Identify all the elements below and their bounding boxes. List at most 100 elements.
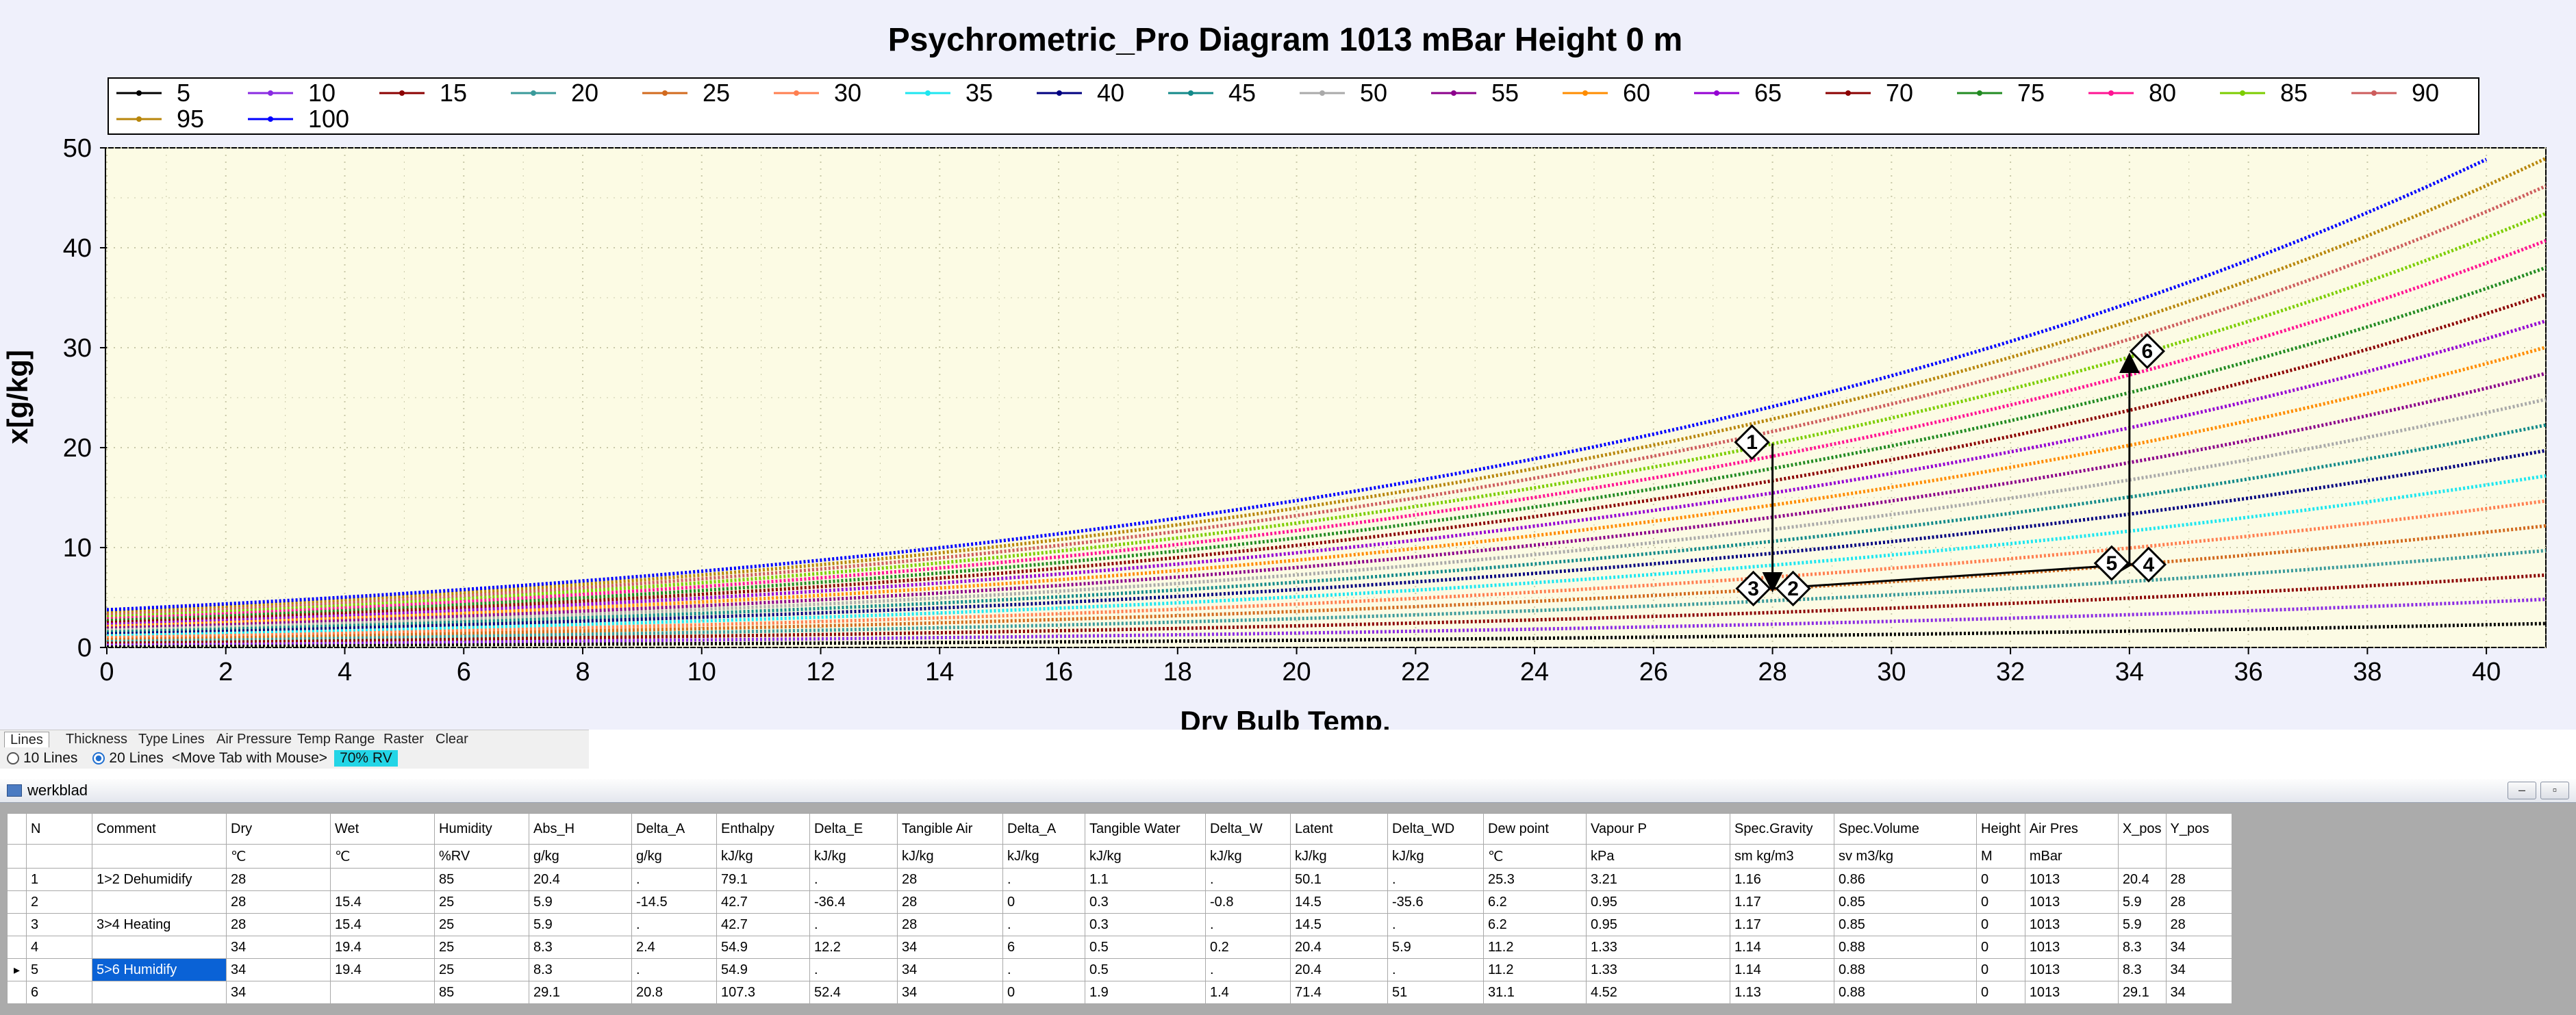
table-cell[interactable]: 4: [26, 936, 92, 959]
tab-raster[interactable]: Raster: [383, 732, 424, 747]
table-cell[interactable]: 28: [2165, 868, 2232, 891]
table-cell[interactable]: 4.52: [1586, 981, 1730, 1004]
table-row[interactable]: 1 1>2 Dehumidify 28 85 20.4. 79.1. 28. 1.1. 50.1…: [7, 868, 2232, 891]
radio-10-lines[interactable]: [7, 752, 19, 765]
table-cell[interactable]: 3: [26, 913, 92, 936]
table-cell[interactable]: 1.4: [1205, 981, 1291, 1004]
table-cell[interactable]: 0.88: [1834, 981, 1977, 1004]
table-cell[interactable]: -0.8: [1205, 890, 1291, 914]
tab-lines[interactable]: Lines: [4, 732, 49, 747]
table-cell[interactable]: 25: [434, 958, 529, 981]
table-cell[interactable]: 0.88: [1834, 936, 1977, 959]
table-cell[interactable]: 107.3: [716, 981, 810, 1004]
table-cell[interactable]: 85: [434, 868, 529, 891]
minimize-button[interactable]: –: [2508, 782, 2536, 799]
table-cell[interactable]: 6.2: [1483, 890, 1587, 914]
table-cell[interactable]: 20.4: [1290, 958, 1388, 981]
table-cell[interactable]: .: [631, 958, 717, 981]
table-cell[interactable]: 34: [226, 958, 331, 981]
table-cell[interactable]: 28: [2165, 913, 2232, 936]
table-cell[interactable]: 1013: [2024, 868, 2119, 891]
table-cell[interactable]: 25: [434, 936, 529, 959]
table-cell[interactable]: 0.95: [1586, 890, 1730, 914]
table-cell[interactable]: 19.4: [330, 958, 435, 981]
table-cell[interactable]: 51: [1387, 981, 1484, 1004]
table-cell[interactable]: 19.4: [330, 936, 435, 959]
table-cell[interactable]: 11.2: [1483, 958, 1587, 981]
table-cell[interactable]: [92, 890, 227, 914]
table-cell[interactable]: 11.2: [1483, 936, 1587, 959]
table-cell[interactable]: 0.85: [1834, 913, 1977, 936]
table-cell[interactable]: 2: [26, 890, 92, 914]
table-cell[interactable]: 8.3: [529, 958, 632, 981]
table-cell[interactable]: 42.7: [716, 890, 810, 914]
row-selector[interactable]: [7, 844, 27, 869]
table-cell[interactable]: .: [631, 913, 717, 936]
table-cell[interactable]: 85: [434, 981, 529, 1004]
table-cell[interactable]: [92, 936, 227, 959]
table-cell[interactable]: .: [809, 913, 898, 936]
table-cell[interactable]: 54.9: [716, 958, 810, 981]
maximize-button[interactable]: ▫: [2540, 782, 2569, 799]
table-cell[interactable]: .: [1205, 913, 1291, 936]
table-cell[interactable]: 1013: [2024, 913, 2119, 936]
table-cell[interactable]: 0.3: [1085, 913, 1206, 936]
table-cell[interactable]: 0.3: [1085, 890, 1206, 914]
table-cell[interactable]: [330, 868, 435, 891]
table-cell[interactable]: .: [1387, 958, 1484, 981]
table-cell[interactable]: 1.17: [1730, 913, 1834, 936]
table-cell[interactable]: 34: [226, 936, 331, 959]
table-cell[interactable]: 8.3: [2117, 936, 2167, 959]
table-cell[interactable]: 0: [1976, 958, 2025, 981]
row-selector[interactable]: [7, 936, 27, 959]
table-cell[interactable]: 3>4 Heating: [92, 913, 227, 936]
table-cell[interactable]: 1013: [2024, 981, 2119, 1004]
table-cell[interactable]: 1013: [2024, 958, 2119, 981]
table-cell[interactable]: 34: [2165, 958, 2232, 981]
table-cell[interactable]: 25: [434, 890, 529, 914]
table-cell[interactable]: .: [1002, 958, 1085, 981]
table-cell[interactable]: 1.9: [1085, 981, 1206, 1004]
table-cell[interactable]: 0.5: [1085, 958, 1206, 981]
table-cell[interactable]: 28: [897, 868, 1003, 891]
table-cell[interactable]: 1.16: [1730, 868, 1834, 891]
table-cell[interactable]: 1.1: [1085, 868, 1206, 891]
table-cell[interactable]: 0: [1976, 936, 2025, 959]
table-cell[interactable]: 5.9: [2117, 913, 2167, 936]
table-cell[interactable]: 12.2: [809, 936, 898, 959]
table-cell[interactable]: 28: [226, 913, 331, 936]
table-cell[interactable]: [330, 981, 435, 1004]
table-cell[interactable]: 29.1: [529, 981, 632, 1004]
row-selector[interactable]: [7, 981, 27, 1004]
radio-20-lines[interactable]: [92, 752, 105, 765]
table-cell[interactable]: 5.9: [529, 890, 632, 914]
table-cell[interactable]: 0.2: [1205, 936, 1291, 959]
table-cell[interactable]: .: [809, 868, 898, 891]
table-cell[interactable]: 0.95: [1586, 913, 1730, 936]
table-cell[interactable]: 28: [897, 890, 1003, 914]
table-row[interactable]: 6 34 85 29.1 20.8 107.3 52.4 34 0 1.9 1.4 71.4 51 31.…: [7, 981, 2232, 1004]
table-cell[interactable]: 1.17: [1730, 890, 1834, 914]
table-cell[interactable]: 34: [2165, 936, 2232, 959]
row-selector[interactable]: [7, 868, 27, 891]
table-cell[interactable]: 31.1: [1483, 981, 1587, 1004]
table-cell[interactable]: 0: [1976, 913, 2025, 936]
table-cell[interactable]: 28: [2165, 890, 2232, 914]
table-row[interactable]: ▸ 5 5>6 Humidify 34 19.4 25 8.3. 54.9. 34. 0.5. 20…: [7, 958, 2232, 981]
table-cell[interactable]: 20.8: [631, 981, 717, 1004]
table-cell[interactable]: 1.14: [1730, 936, 1834, 959]
tab-thickness[interactable]: Thickness: [66, 732, 128, 747]
tab-temp-range[interactable]: Temp Range: [297, 732, 375, 747]
table-cell[interactable]: 0.85: [1834, 890, 1977, 914]
table-cell[interactable]: 3.21: [1586, 868, 1730, 891]
table-cell[interactable]: 1013: [2024, 890, 2119, 914]
table-cell[interactable]: .: [809, 958, 898, 981]
table-cell[interactable]: 1.33: [1586, 936, 1730, 959]
table-cell[interactable]: .: [1387, 913, 1484, 936]
table-cell[interactable]: 50.1: [1290, 868, 1388, 891]
table-row[interactable]: 2 28 15.4 25 5.9 -14.5 42.7 -36.4 28 0 0.3 -0.8 14.5…: [7, 890, 2232, 914]
table-cell[interactable]: 0: [1976, 890, 2025, 914]
table-cell[interactable]: 34: [897, 958, 1003, 981]
table-cell[interactable]: .: [631, 868, 717, 891]
table-cell[interactable]: 2.4: [631, 936, 717, 959]
